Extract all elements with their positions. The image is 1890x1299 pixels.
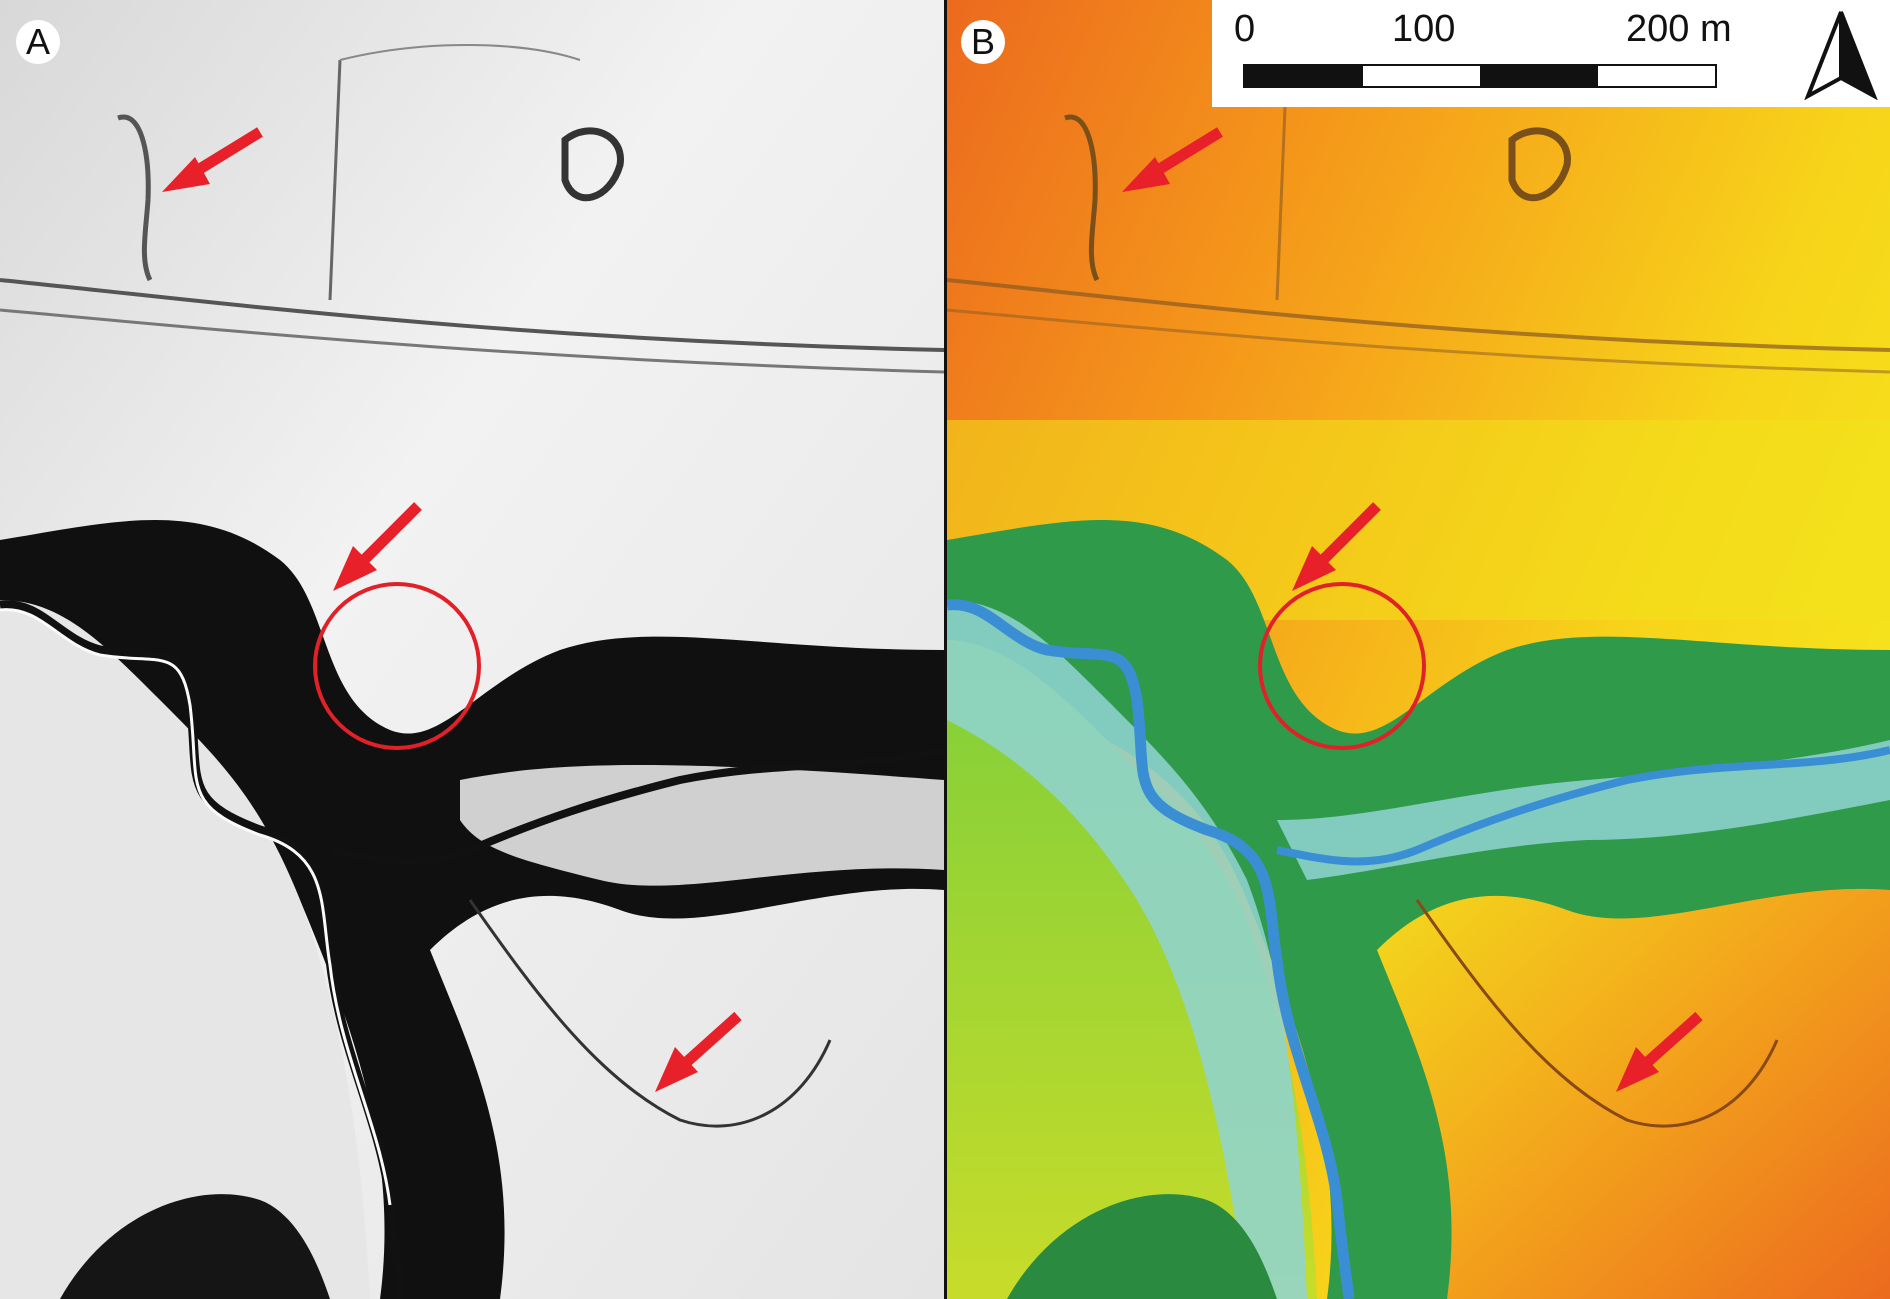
annotation-circle: [1258, 582, 1426, 750]
elevation-map: [947, 0, 1890, 1299]
scale-bar-box: 0 100 200 m: [1212, 0, 1890, 107]
north-arrow-icon: [1804, 11, 1878, 100]
panel-a-hillshade: A: [0, 0, 944, 1299]
scale-segment: [1245, 66, 1363, 86]
scale-label-200: 200 m: [1626, 8, 1732, 50]
scale-label-100: 100: [1392, 8, 1456, 50]
panel-b-elevation: B 0 100 200 m: [947, 0, 1890, 1299]
scale-segment: [1480, 66, 1598, 86]
panel-label-a: A: [16, 20, 60, 64]
hillshade-map: [0, 0, 944, 1299]
scale-bar: [1243, 64, 1717, 88]
panel-divider: [944, 0, 947, 1299]
red-arrow-icon: [655, 1011, 742, 1092]
red-arrow-icon: [162, 127, 263, 192]
scale-segment: [1597, 66, 1715, 86]
scale-segment: [1362, 66, 1480, 86]
annotation-circle: [313, 582, 481, 750]
red-arrow-icon: [1292, 502, 1381, 591]
scale-label-0: 0: [1234, 8, 1256, 50]
red-arrow-icon: [1122, 127, 1223, 192]
panel-label-b: B: [961, 20, 1005, 64]
red-arrow-icon: [1616, 1011, 1703, 1092]
red-arrow-icon: [333, 502, 422, 591]
